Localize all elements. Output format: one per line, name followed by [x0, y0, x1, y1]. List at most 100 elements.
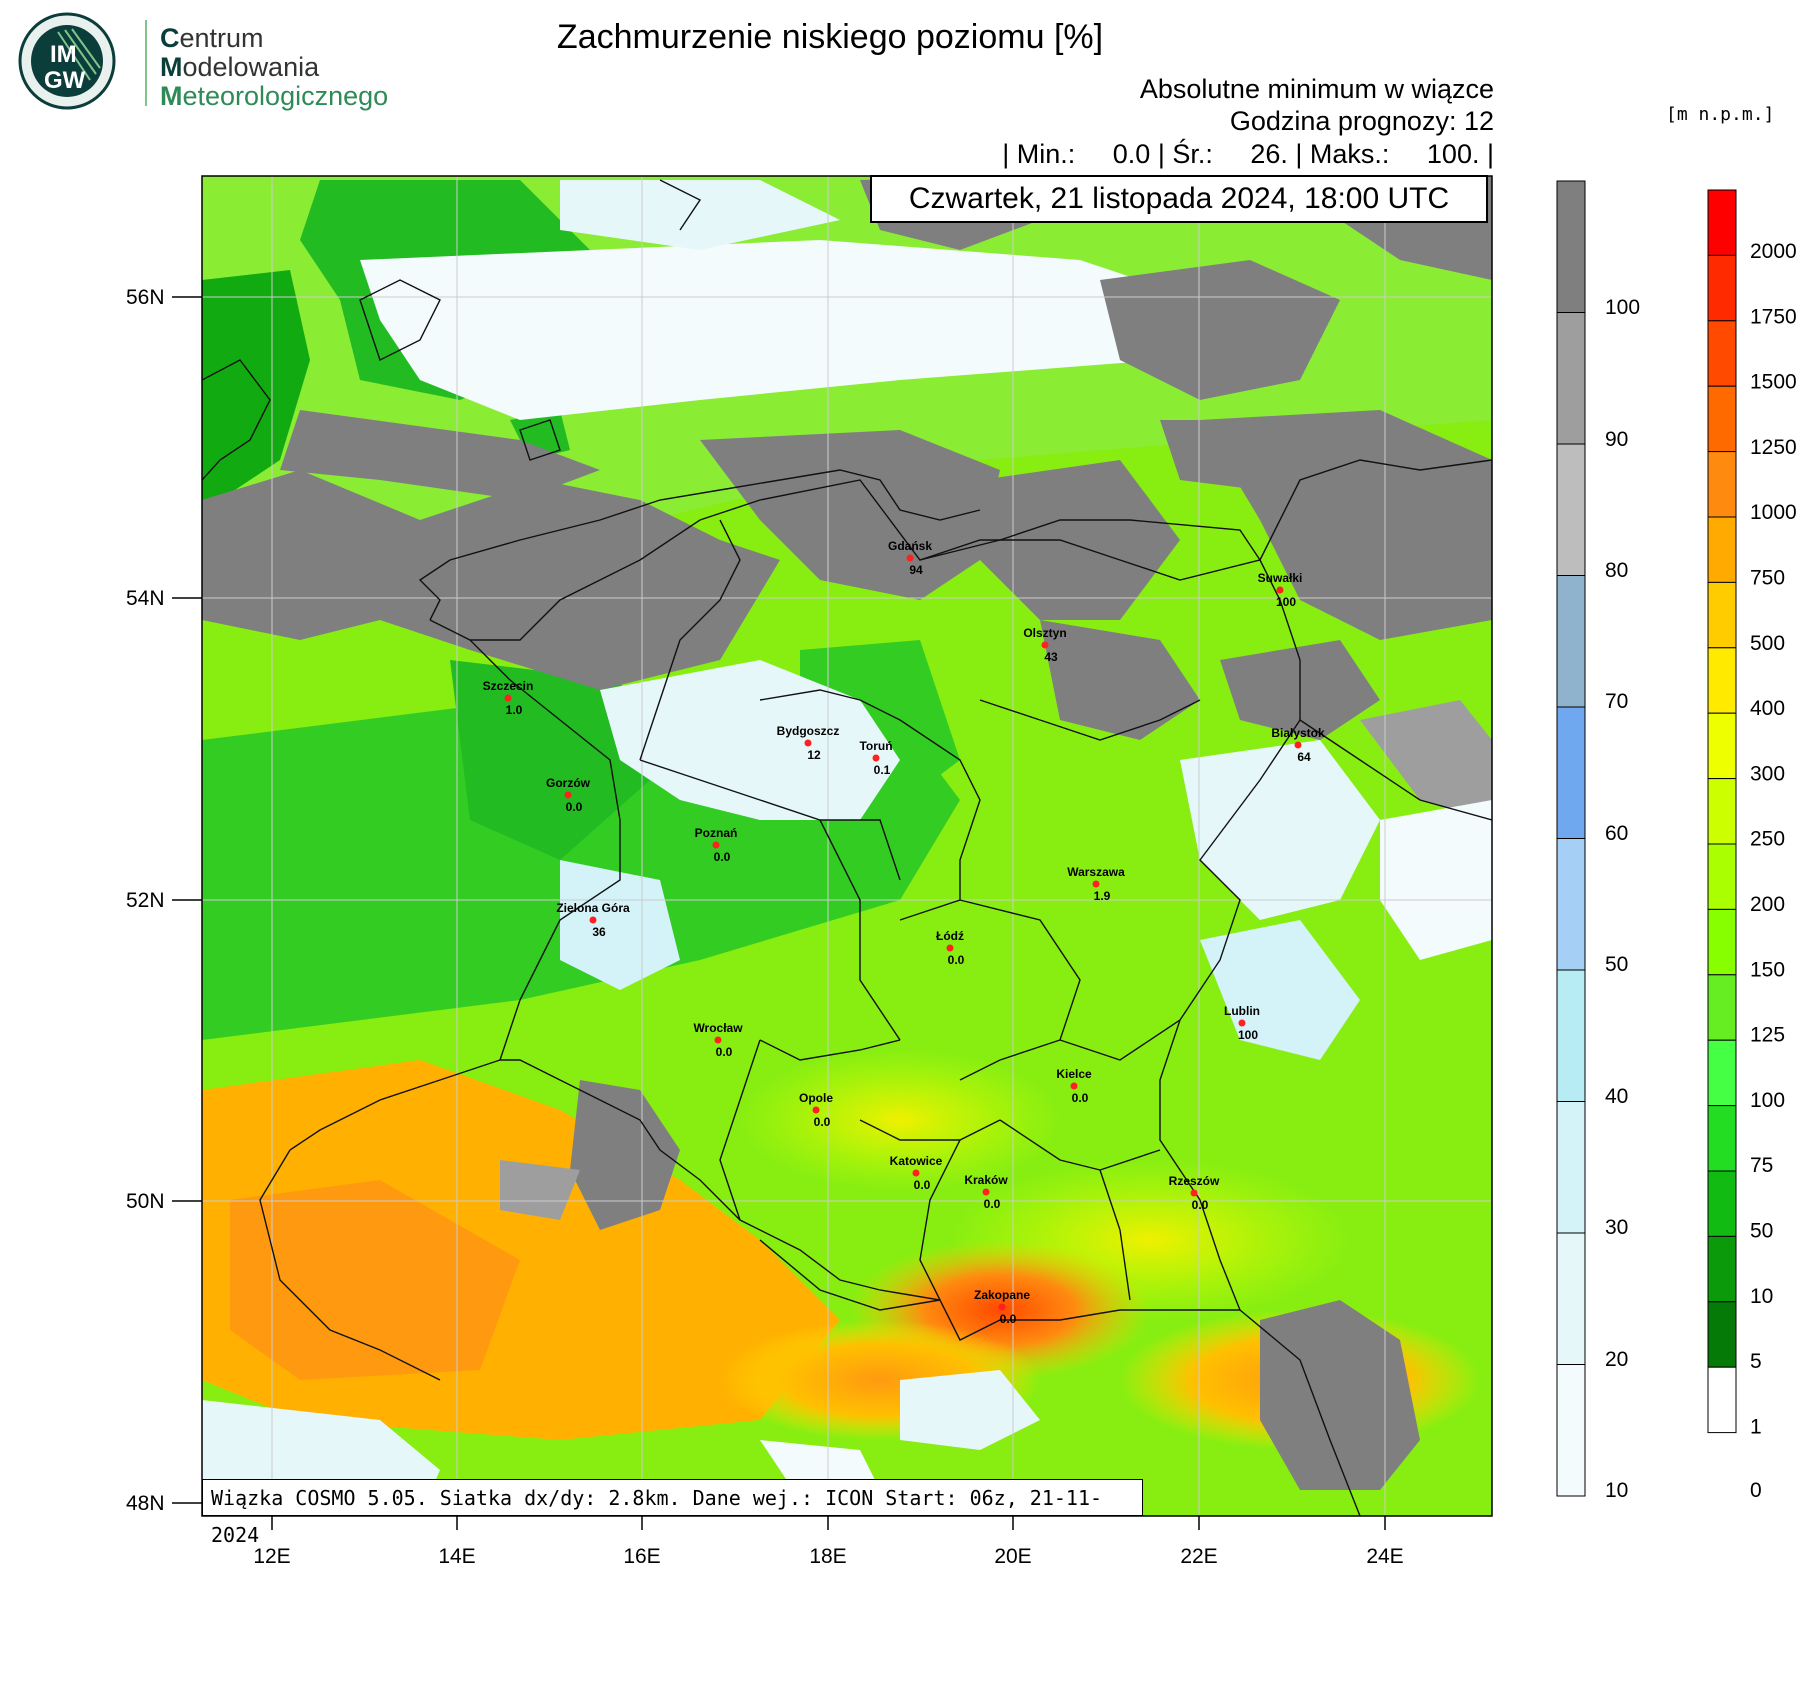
city-value: 0.0 — [566, 800, 583, 814]
city-value: 43 — [1044, 650, 1058, 664]
terrain-legend-label: 500 — [1750, 632, 1785, 655]
cloud-legend-label: 20 — [1605, 1348, 1628, 1371]
city-marker: Katowice 0.0 — [890, 1154, 943, 1192]
city-value: 0.0 — [814, 1115, 831, 1129]
terrain-legend-label: 200 — [1750, 893, 1785, 916]
cloud-legend-swatch — [1556, 180, 1586, 313]
terrain-legend-swatch — [1707, 1170, 1737, 1237]
cloud-legend-swatch — [1556, 838, 1586, 971]
terrain-legend-label: 150 — [1750, 958, 1785, 981]
city-value: 94 — [909, 563, 923, 577]
city-dot — [564, 791, 572, 799]
city-marker: Opole 0.0 — [799, 1091, 833, 1129]
terrain-legend-swatch — [1707, 1039, 1737, 1107]
terrain-legend-swatch — [1707, 1105, 1737, 1172]
city-marker: Białystok 64 — [1271, 726, 1325, 764]
city-dot — [504, 694, 512, 702]
terrain-legend-label: 300 — [1750, 762, 1785, 785]
city-name: Zielona Góra — [556, 901, 630, 915]
cloud-legend-label: 80 — [1605, 559, 1628, 582]
lon-label: 24E — [1366, 1545, 1403, 1568]
city-marker: Kraków 0.0 — [964, 1173, 1008, 1211]
city-marker: Warszawa 1.9 — [1067, 865, 1125, 903]
imgw-badge-icon: IM GW — [18, 12, 116, 110]
map-frame — [201, 175, 1493, 1517]
terrain-legend-swatch — [1707, 385, 1737, 453]
imgw-logo: IM GW Centrum Modelowania Meteorologiczn… — [10, 10, 388, 112]
lon-label: 20E — [994, 1545, 1031, 1568]
terrain-legend-label: 75 — [1750, 1154, 1773, 1177]
city-name: Kielce — [1056, 1067, 1092, 1081]
city-marker: Suwałki 100 — [1258, 571, 1303, 609]
terrain-legend-label: 100 — [1750, 1089, 1785, 1112]
city-name: Suwałki — [1258, 571, 1303, 585]
cloud-legend-label: 30 — [1605, 1216, 1628, 1239]
city-name: Białystok — [1271, 726, 1325, 740]
city-dot — [872, 754, 880, 762]
city-marker: Zielona Góra 36 — [556, 901, 630, 939]
cloud-legend-label: 90 — [1605, 428, 1628, 451]
map-title: Zachmurzenie niskiego poziomu [%] — [556, 18, 1104, 56]
city-dot — [712, 841, 720, 849]
terrain-legend-label: 50 — [1750, 1220, 1773, 1243]
lon-label: 22E — [1180, 1545, 1217, 1568]
lon-label: 18E — [809, 1545, 846, 1568]
city-value: 12 — [807, 748, 821, 762]
cloud-legend-swatch — [1556, 1232, 1586, 1365]
graticule — [202, 176, 1492, 1516]
city-marker: Kielce 0.0 — [1056, 1067, 1092, 1105]
cloud-legend-swatch — [1556, 1364, 1586, 1497]
terrain-legend-swatch — [1707, 189, 1737, 256]
city-name: Zakopane — [974, 1288, 1030, 1302]
city-dot — [912, 1169, 920, 1177]
terrain-legend-label: 1250 — [1750, 436, 1797, 459]
terrain-legend-label: 0 — [1750, 1479, 1762, 1502]
lat-label: 54N — [126, 587, 165, 610]
city-value: 0.0 — [984, 1197, 1001, 1211]
stats-line: | Min.: 0.0 | Śr.: 26. | Maks.: 100. | — [1002, 139, 1494, 169]
city-marker: Szczecin 1.0 — [483, 679, 534, 717]
city-name: Kraków — [964, 1173, 1008, 1187]
cloud-legend-label: 50 — [1605, 953, 1628, 976]
city-name: Toruń — [859, 739, 892, 753]
terrain-legend-swatch — [1707, 1301, 1737, 1368]
city-dot — [998, 1303, 1006, 1311]
cloud-legend-label: 100 — [1605, 296, 1640, 319]
terrain-legend-swatch — [1707, 712, 1737, 780]
lat-label: 48N — [126, 1492, 165, 1515]
city-dot — [946, 944, 954, 952]
cloud-legend-swatch — [1556, 706, 1586, 839]
borders — [202, 179, 1492, 1516]
city-dot — [1276, 586, 1284, 594]
city-name: Olsztyn — [1023, 626, 1066, 640]
terrain-legend-swatch — [1707, 647, 1737, 714]
city-dot — [589, 916, 597, 924]
terrain-legend-label: 1750 — [1750, 305, 1797, 328]
city-marker: Olsztyn 43 — [1023, 626, 1066, 664]
city-dot — [906, 554, 914, 562]
terrain-legend-swatch — [1707, 451, 1737, 518]
terrain-legend-label: 10 — [1750, 1285, 1773, 1308]
city-name: Łódź — [936, 929, 964, 943]
city-dot — [982, 1188, 990, 1196]
cloud-legend-swatch — [1556, 1101, 1586, 1234]
city-dot — [1092, 880, 1100, 888]
cloud-legend-label: 40 — [1605, 1085, 1628, 1108]
map-field — [202, 176, 1492, 1516]
city-dot — [1238, 1019, 1246, 1027]
lon-label: 14E — [438, 1545, 475, 1568]
city-value: 0.0 — [1072, 1091, 1089, 1105]
model-info-box: Wiązka COSMO 5.05. Siatka dx/dy: 2.8km. … — [202, 1479, 1143, 1547]
city-marker: Bydgoszcz 12 — [777, 724, 840, 762]
svg-text:IM: IM — [50, 41, 77, 68]
city-value: 0.0 — [914, 1178, 931, 1192]
lon-label: 16E — [623, 1545, 660, 1568]
terrain-legend-swatch — [1707, 581, 1737, 649]
city-name: Gorzów — [546, 776, 591, 790]
city-value: 0.0 — [1000, 1312, 1017, 1326]
terrain-legend: 2000175015001250100075050040030025020015… — [1707, 189, 1797, 1502]
city-value: 100 — [1276, 595, 1296, 609]
lat-label: 50N — [126, 1190, 165, 1213]
terrain-legend-label: 750 — [1750, 567, 1785, 590]
cloud-legend-label: 60 — [1605, 822, 1628, 845]
